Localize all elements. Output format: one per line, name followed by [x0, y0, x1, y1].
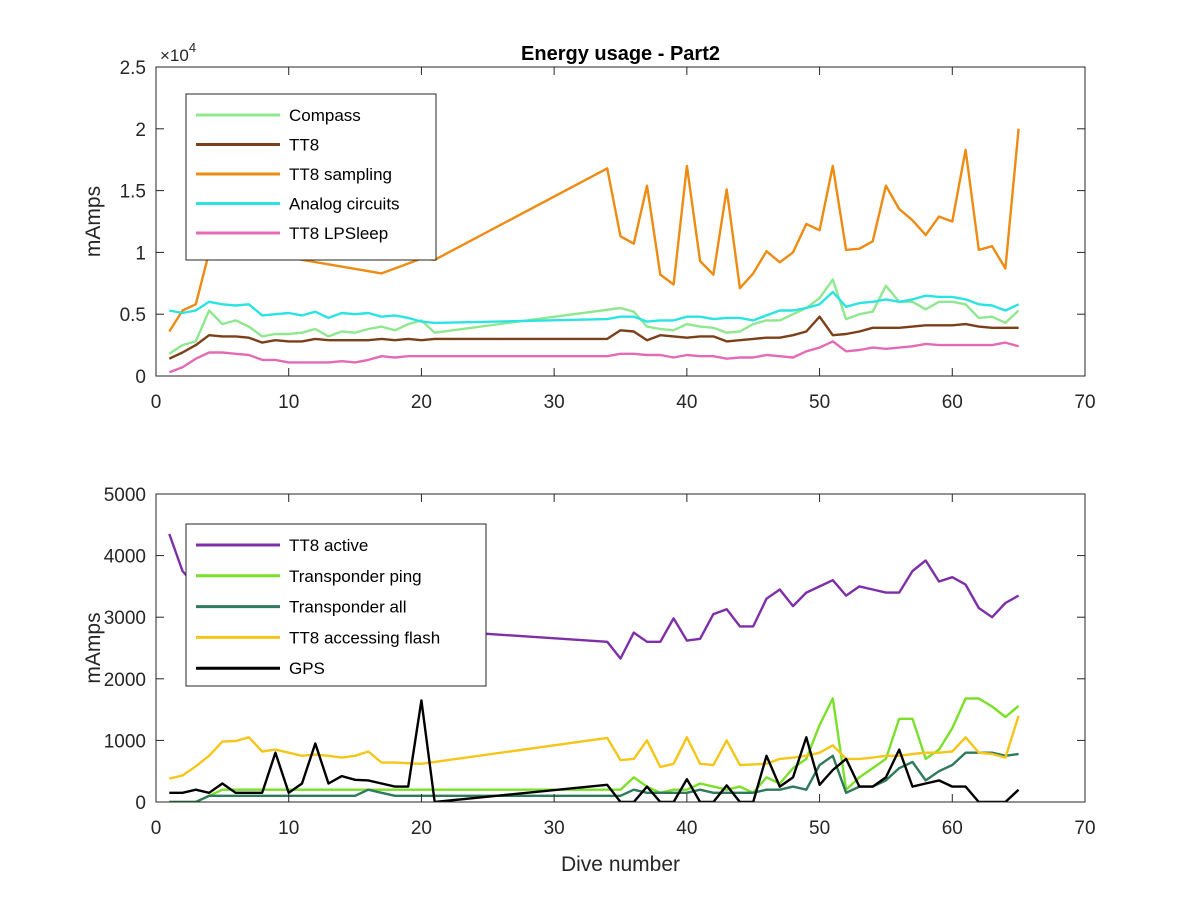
legend-label: Transponder ping [289, 567, 422, 586]
y-tick-label: 0.5 [120, 305, 146, 326]
series-line-4 [169, 699, 1020, 802]
legend-label: Analog circuits [289, 195, 400, 214]
series-line-3 [169, 715, 1020, 780]
x-tick-label: 70 [1074, 818, 1095, 839]
y-tick-label: 2 [135, 120, 146, 141]
x-tick-label: 30 [544, 818, 565, 839]
y-tick-label: 0 [135, 367, 146, 388]
y-tick-label: 0 [135, 793, 146, 814]
y-tick-label: 1000 [104, 731, 146, 752]
legend-label: Compass [289, 106, 361, 125]
series-line-0 [168, 533, 1020, 660]
legend-box [185, 523, 487, 687]
series-lines [168, 533, 1020, 802]
chart-title: Energy usage - Part2 [521, 43, 720, 65]
y-tick-label: 1 [135, 243, 146, 264]
x-tick-label: 70 [1074, 392, 1095, 413]
series-line-1 [169, 697, 1020, 802]
x-tick-label: 50 [809, 818, 830, 839]
x-tick-label: 20 [411, 392, 432, 413]
x-axis-label: Dive number [561, 853, 680, 876]
y-axis-label: mAmps [82, 186, 105, 257]
x-tick-label: 0 [151, 392, 162, 413]
x-tick-label: 40 [676, 392, 697, 413]
legend-label: TT8 sampling [289, 165, 392, 184]
legend-label: TT8 active [289, 536, 368, 555]
series-line-2 [169, 751, 1019, 802]
x-tick-label: 60 [942, 392, 963, 413]
bottom-chart: 0 10 20 30 40 50 60 70 0 1000 2000 3000 4000 5000 mAmp… [82, 485, 1096, 876]
y-tick-label: 3000 [104, 608, 146, 629]
y-tick-label: 2.5 [120, 58, 146, 79]
y-tick-label: 1.5 [120, 182, 146, 203]
legend-label: Transponder all [289, 598, 407, 617]
y-exponent-power: 4 [189, 40, 196, 55]
x-tick-label: 10 [278, 392, 299, 413]
axes-box [155, 493, 1086, 803]
legend: Compass TT8 TT8 sampling Analog circuits TT8… [185, 93, 437, 261]
x-tick-label: 10 [278, 818, 299, 839]
y-tick-label: 5000 [104, 485, 146, 506]
series-line-1 [168, 315, 1019, 360]
legend: TT8 active Transponder ping Transponder al… [185, 523, 487, 687]
y-tick-label: 4000 [104, 547, 146, 568]
series-lines [168, 128, 1020, 374]
series-line-4 [168, 340, 1019, 374]
x-tick-label: 20 [411, 818, 432, 839]
series-line-3 [169, 290, 1020, 325]
legend-label: GPS [289, 659, 325, 678]
legend-label: TT8 LPSleep [289, 224, 388, 243]
y-axis-label: mAmps [82, 612, 105, 683]
y-tick-label: 2000 [104, 670, 146, 691]
x-tick-label: 60 [942, 818, 963, 839]
x-tick-label: 40 [676, 818, 697, 839]
axes-box [155, 66, 1086, 377]
x-tick-label: 50 [809, 392, 830, 413]
legend-label: TT8 accessing flash [289, 628, 440, 647]
x-tick-label: 0 [151, 818, 162, 839]
legend-label: TT8 [289, 136, 319, 155]
x-tick-label: 30 [544, 392, 565, 413]
